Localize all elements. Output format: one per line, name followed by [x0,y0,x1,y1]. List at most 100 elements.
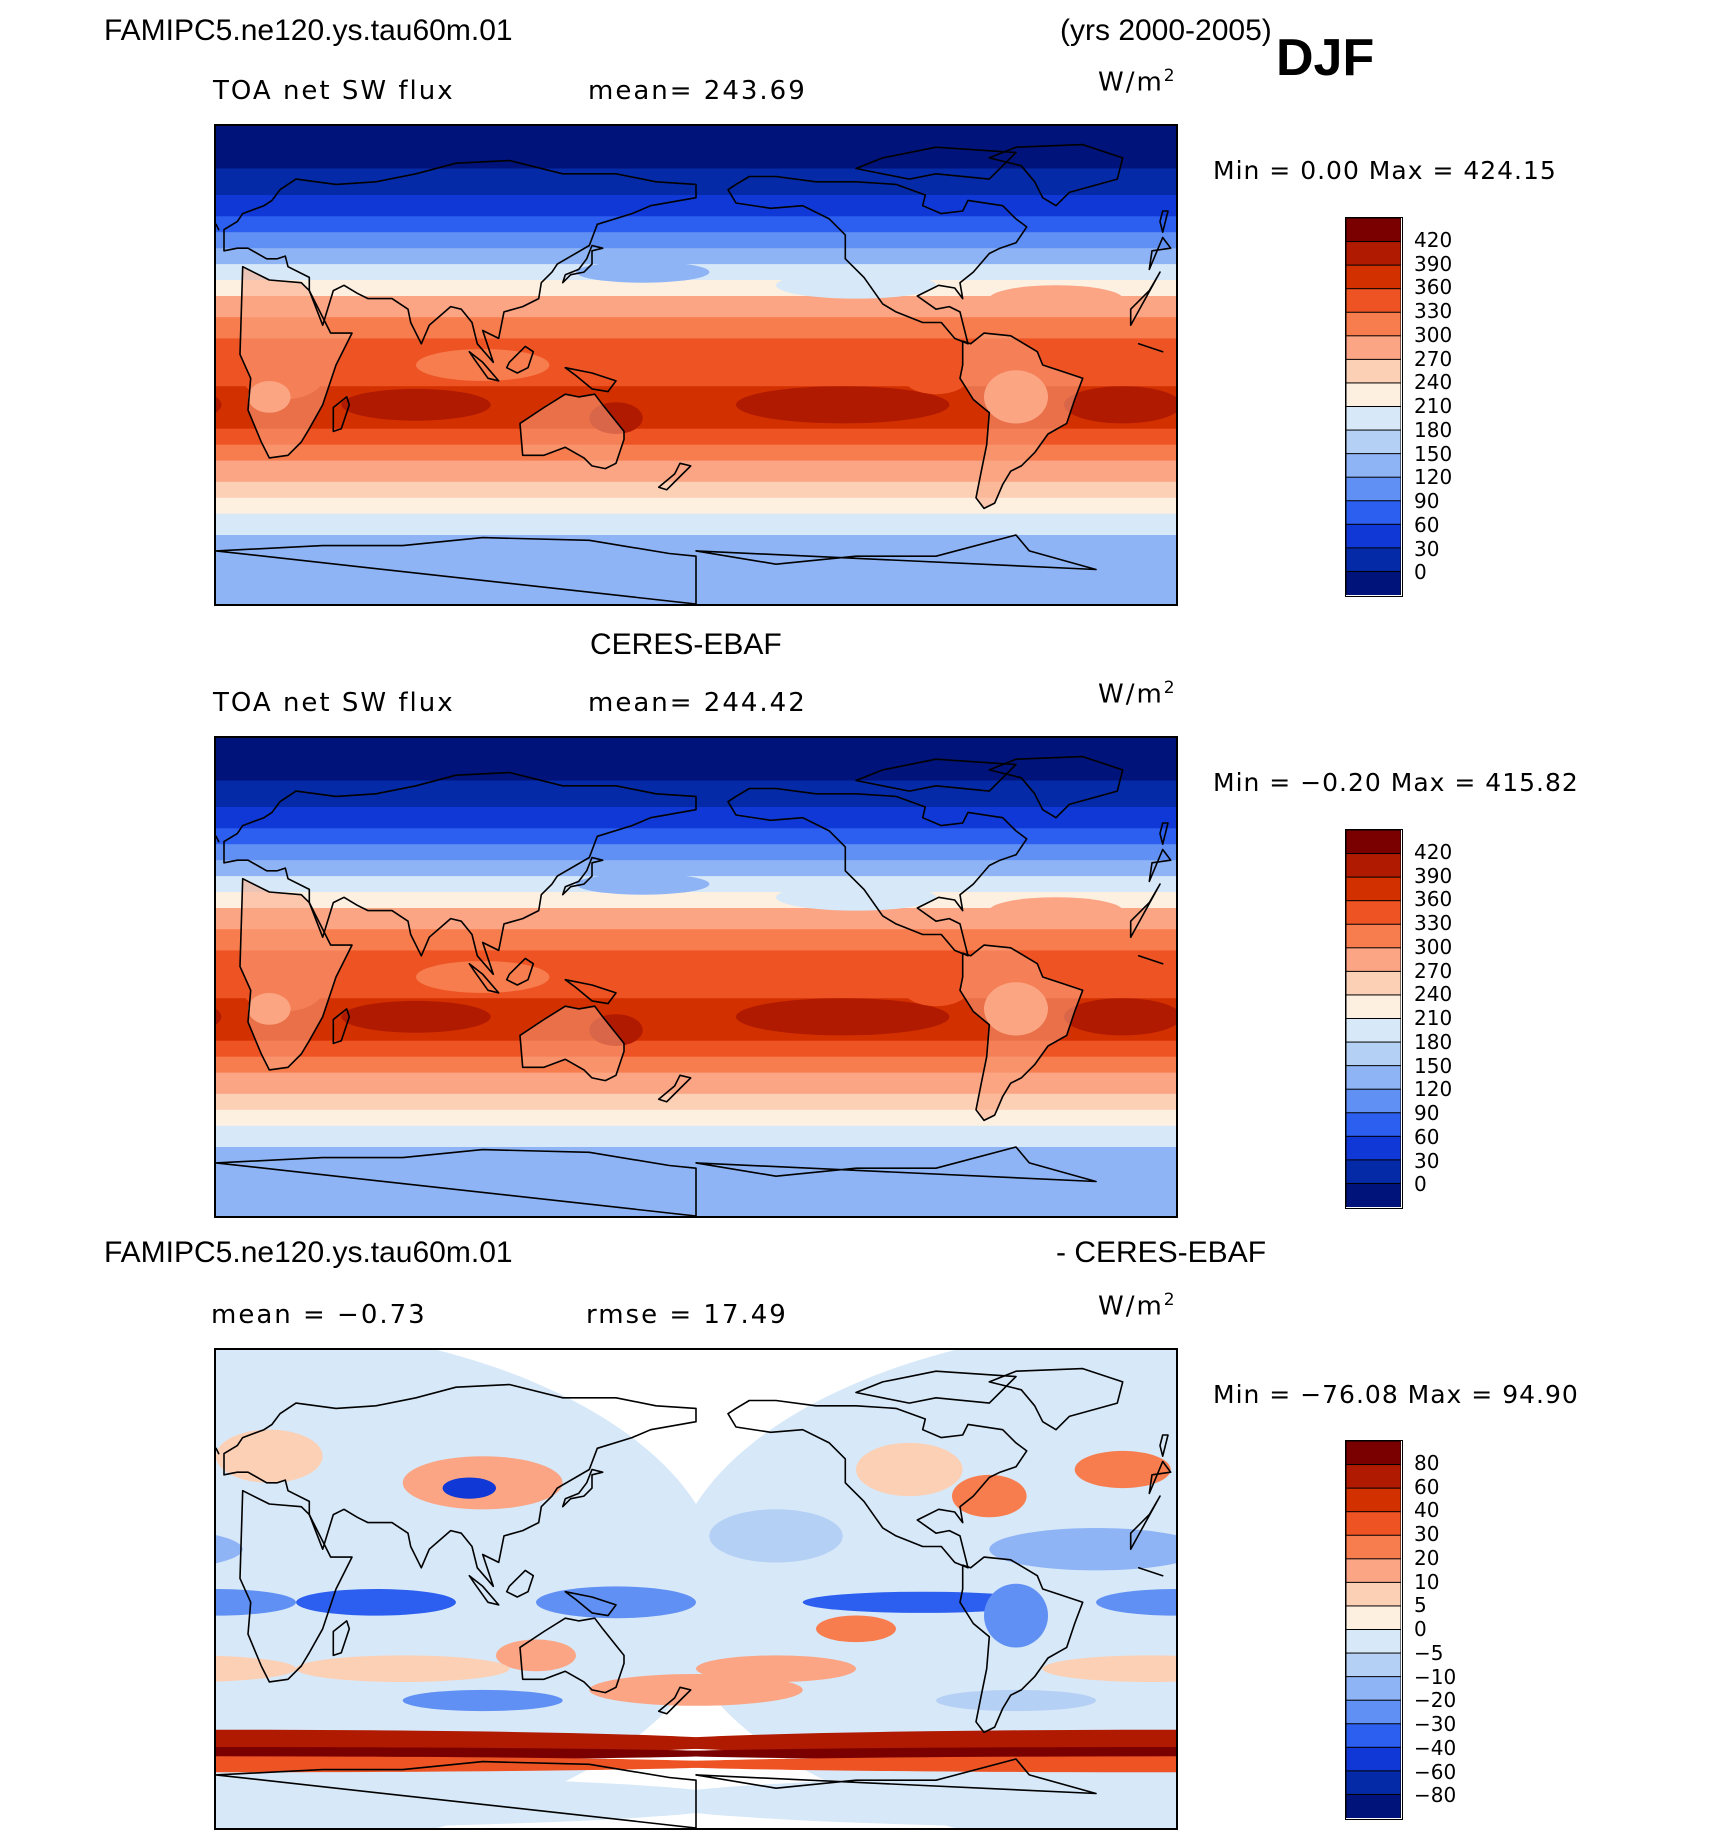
coastline [988,755,1124,819]
coastline [216,1447,220,1455]
field-band [216,908,1176,930]
colorbar-box [1346,523,1401,549]
field-band [216,513,1176,536]
coastline [1159,822,1169,845]
coastline [216,536,697,604]
colorbar-box [1346,335,1401,361]
colorbar-tick-label: 420 [1414,227,1453,252]
coastline [959,332,1084,510]
coastline [468,962,500,994]
field-blob [442,1477,496,1499]
panel3-left-label: FAMIPC5.ne120.ys.tau60m.01 [104,1236,513,1269]
field-blob [576,873,710,895]
colorbar-box [1346,1793,1401,1818]
coastline [988,1367,1124,1431]
field-blob [1096,1589,1176,1616]
field-band [216,1093,1176,1111]
colorbar-tick-label: 60 [1414,512,1440,537]
coastline [657,1686,692,1715]
coastline [855,758,1017,792]
field-blob [709,1509,843,1563]
field-band [216,481,1176,499]
field-blob [736,386,950,424]
field-band [216,317,1176,339]
colorbar-box [1346,1699,1401,1725]
colorbar-box [1346,1652,1401,1678]
field-band [216,248,1176,265]
field-blob [989,897,1123,924]
coastline [223,1383,697,1588]
field-blob [296,1655,510,1682]
coastline [855,1370,1017,1404]
panel3-right-label: - CERES-EBAF [1056,1236,1267,1269]
colorbar-tick-label: −30 [1414,1712,1457,1736]
coastline [727,175,1028,345]
colorbar-tick-label: −80 [1414,1783,1457,1808]
panel2-mean: mean= 244.42 [588,688,807,718]
field-band [216,828,1176,845]
field-band [216,1056,1176,1074]
field-band [216,860,1176,877]
coastline [332,396,351,433]
colorbar-tick-label: −40 [1414,1735,1457,1760]
field-band [216,280,1176,297]
colorbar-tick-label: 210 [1414,394,1453,418]
field-blob [989,1528,1176,1571]
colorbar-tick-label: −5 [1414,1640,1444,1665]
coastline [519,1617,625,1694]
field-band [216,497,1176,515]
colorbar-tick-label: 120 [1414,465,1453,490]
coastline [959,944,1084,1122]
coastline [223,159,697,364]
coastline [1137,1567,1164,1577]
coastline [239,877,353,1071]
coastlines [216,755,1172,1216]
field-blob [216,1774,750,1828]
colorbar-box [1346,406,1401,432]
field-blob [936,1689,1096,1712]
coastline [1148,1460,1172,1495]
field-band [216,844,1176,861]
colorbar-box [1346,830,1401,855]
field-band [216,460,1176,483]
colorbar-box [1346,1182,1401,1207]
colorbar-tick-label: 20 [1414,1545,1440,1570]
colorbar-box [1346,1041,1401,1067]
panel3-colorbar-ticks: 80 60 40 30 20 10 5 0 −5 −10 −20 −30 −40 −60 −80 [1414,1440,1484,1820]
field-blob [856,1442,963,1497]
colorbar-box [1346,1581,1401,1607]
colorbar-box [1346,1511,1401,1537]
panel1-variable: TOA net SW flux [213,76,455,106]
coastline [564,978,617,1005]
field-blob [776,884,936,911]
field-band [216,1040,1176,1058]
colorbar-tick-label: 40 [1414,1498,1440,1523]
colorbar-tick-label: −20 [1414,1688,1457,1713]
colorbar-tick-label: 60 [1414,1474,1440,1499]
colorbar-tick-label: 270 [1414,958,1453,983]
panel1-minmax: Min = 0.00 Max = 424.15 [1213,156,1557,185]
coastline [1148,848,1172,883]
colorbar-box [1346,1487,1401,1513]
colorbar-box [1346,1558,1401,1584]
panel2-minmax: Min = −0.20 Max = 415.82 [1213,768,1579,797]
colorbar-box [1346,923,1401,949]
coastline [564,1590,617,1617]
land-overlay [240,878,1163,1121]
colorbar-tick-label: 210 [1414,1006,1453,1030]
colorbar-tick-label: 300 [1414,322,1453,347]
panel3-rmse: rmse = 17.49 [586,1300,788,1330]
field-blob [1042,1655,1176,1682]
coastline [727,787,1028,957]
field-blob [496,1639,576,1672]
field-blob [216,1350,723,1828]
coastline [561,856,604,896]
colorbar-box [1346,429,1401,455]
coastline [657,1074,692,1103]
field-blob [989,285,1123,312]
colorbar-box [1346,1018,1401,1044]
field-blob [216,1009,222,1025]
field-blob [802,1591,1043,1613]
colorbar-box [1346,853,1401,879]
colorbar-tick-label: 90 [1414,489,1440,513]
